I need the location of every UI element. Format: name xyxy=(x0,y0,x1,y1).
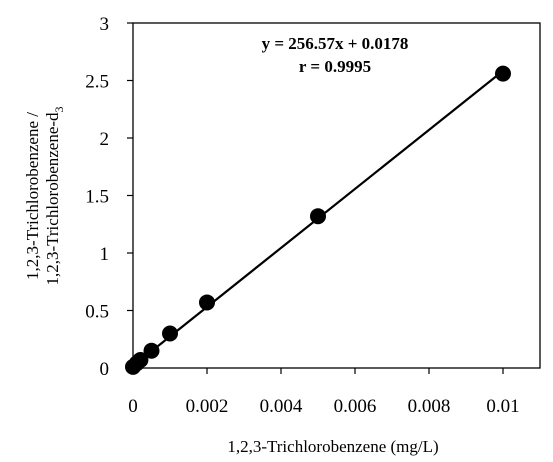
data-point xyxy=(199,294,215,311)
x-axis-title: 1,2,3-Trichlorobenzene (mg/L) xyxy=(227,437,438,456)
data-point xyxy=(162,325,178,342)
y-tick-label: 0.5 xyxy=(85,302,109,323)
y-axis-ticks: 0 0.5 1 1.5 2 2.5 3 xyxy=(85,14,133,380)
x-tick-label: 0.002 xyxy=(186,396,229,417)
y-axis-title-line-2: 1,2,3-Trichlorobenzene-d3 xyxy=(43,106,66,285)
x-tick-label: 0.01 xyxy=(486,396,519,417)
y-tick-label: 2 xyxy=(100,129,110,150)
data-point xyxy=(310,208,326,225)
data-point xyxy=(495,65,511,82)
x-axis-ticks: 0 0.002 0.004 0.006 0.008 0.01 xyxy=(128,368,520,417)
y-tick-label: 1.5 xyxy=(85,187,109,208)
y-tick-label: 0 xyxy=(100,359,110,380)
y-axis-title-subscript: 3 xyxy=(52,106,66,112)
y-tick-label: 2.5 xyxy=(85,72,109,93)
data-points xyxy=(125,65,511,375)
y-axis-title-line-1: 1,2,3-Trichlorobenzene / xyxy=(23,112,42,280)
y-tick-label: 3 xyxy=(100,14,110,35)
x-tick-label: 0.008 xyxy=(408,396,451,417)
y-tick-label: 1 xyxy=(100,244,110,265)
y-axis-title-line-2-main: 1,2,3-Trichlorobenzene-d xyxy=(43,112,62,286)
equation-annotation: y = 256.57x + 0.0178 xyxy=(262,34,409,53)
correlation-annotation: r = 0.9995 xyxy=(299,57,371,76)
data-point xyxy=(143,342,160,359)
x-tick-label: 0.006 xyxy=(334,396,377,417)
x-tick-label: 0 xyxy=(128,396,138,417)
data-point xyxy=(132,351,149,368)
x-tick-label: 0.004 xyxy=(260,396,303,417)
y-axis-title: 1,2,3-Trichlorobenzene / 1,2,3-Trichloro… xyxy=(23,106,66,285)
